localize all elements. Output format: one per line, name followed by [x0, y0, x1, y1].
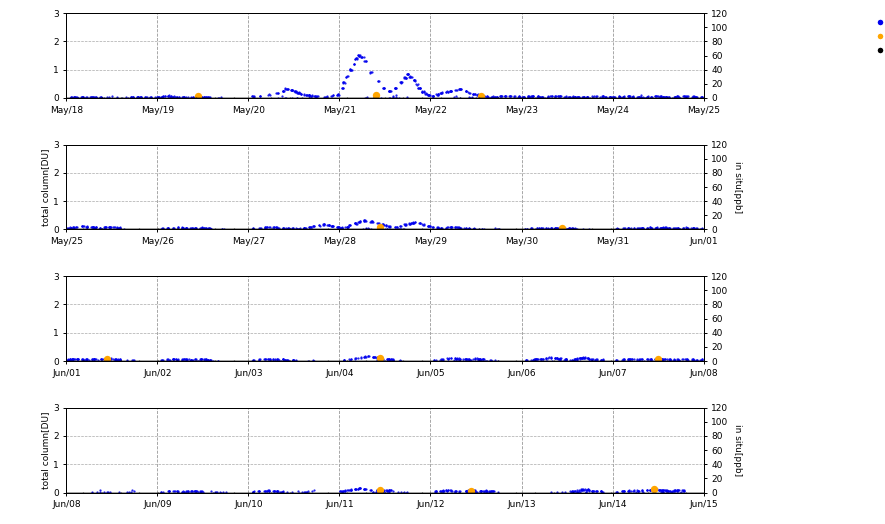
Point — [646, 485, 660, 494]
Point — [373, 354, 388, 363]
Y-axis label: in situ[ppb]: in situ[ppb] — [733, 424, 742, 476]
Y-axis label: total column[DU]: total column[DU] — [42, 411, 50, 489]
Y-axis label: in situ[ppb]: in situ[ppb] — [733, 161, 742, 213]
Legend: Pandora, OMI, in situ: Pandora, OMI, in situ — [868, 17, 885, 57]
Point — [191, 92, 205, 100]
Point — [651, 355, 666, 363]
Point — [556, 223, 570, 232]
Point — [369, 91, 383, 100]
Y-axis label: total column[DU]: total column[DU] — [42, 148, 50, 226]
Point — [465, 487, 479, 495]
Point — [473, 92, 488, 101]
Point — [373, 223, 388, 231]
Point — [100, 355, 114, 364]
Point — [373, 486, 388, 494]
